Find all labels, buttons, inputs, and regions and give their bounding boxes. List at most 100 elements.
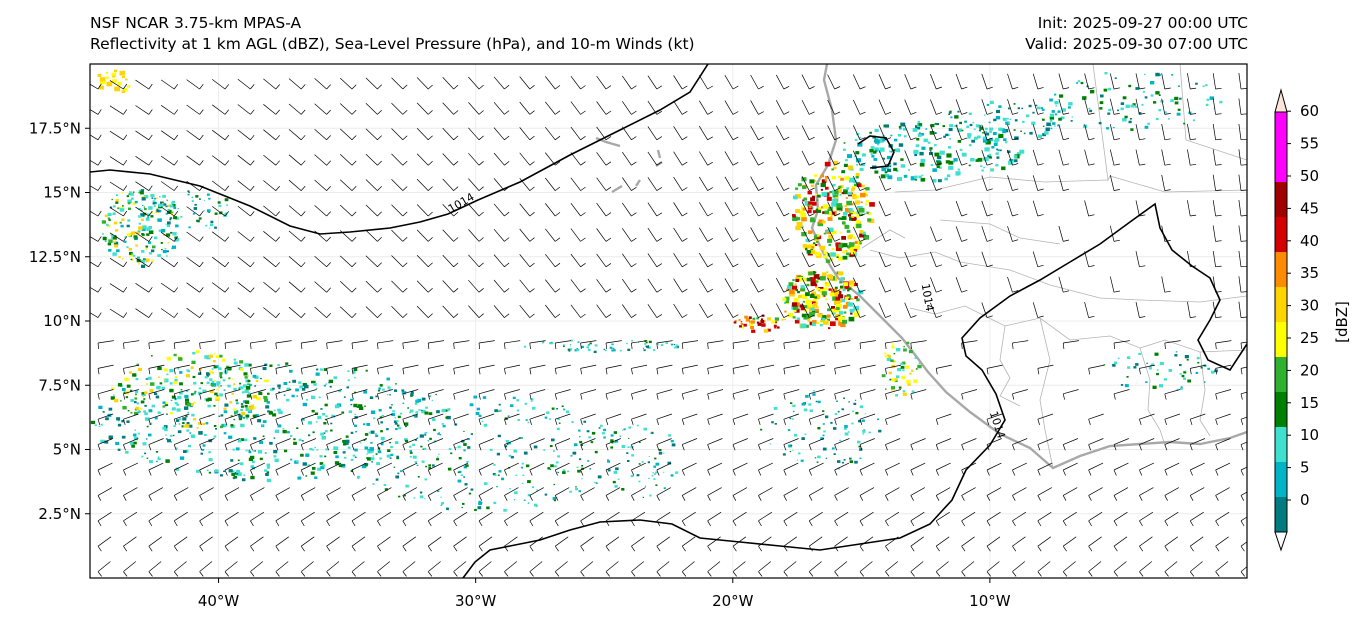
isobar-label: 1014 — [919, 282, 937, 312]
echo-cell — [850, 312, 853, 315]
echo-cell — [141, 392, 145, 395]
echo-cell — [206, 193, 210, 196]
echo-cell — [143, 410, 146, 413]
echo-cell — [142, 225, 147, 229]
echo-cell — [900, 122, 906, 127]
echo-cell — [442, 424, 446, 428]
echo-cell — [599, 424, 603, 427]
echo-cell — [836, 307, 840, 310]
echo-cell — [113, 221, 118, 225]
echo-cell — [134, 429, 137, 431]
echo-cell — [821, 191, 828, 197]
echo-cell — [139, 411, 141, 413]
echo-cell — [159, 382, 163, 385]
echo-cell — [208, 197, 211, 200]
echo-cell — [111, 72, 117, 77]
colorbar-tick-label: 25 — [1300, 329, 1319, 347]
echo-cell — [114, 86, 120, 92]
echo-cell — [927, 141, 931, 144]
echo-cell — [132, 191, 135, 193]
echo-cell — [207, 404, 211, 408]
echo-cell — [813, 308, 819, 313]
echo-cell — [419, 491, 423, 494]
echo-cell — [105, 417, 109, 421]
echo-cell — [887, 163, 892, 167]
echo-cell — [347, 370, 350, 372]
echo-cell — [419, 434, 424, 438]
echo-cell — [530, 398, 534, 401]
echo-cell — [968, 112, 972, 115]
echo-cell — [370, 430, 375, 434]
echo-cell — [807, 318, 811, 321]
echo-cell — [822, 423, 825, 425]
echo-cell — [848, 316, 855, 322]
echo-cell — [213, 353, 215, 355]
echo-cell — [913, 379, 918, 383]
echo-cell — [961, 152, 967, 157]
echo-cell — [1196, 356, 1200, 360]
echo-cell — [482, 396, 487, 399]
echo-cell — [354, 456, 357, 458]
echo-cell — [231, 392, 234, 395]
echo-cell — [948, 160, 954, 165]
echo-cell — [214, 469, 219, 472]
echo-cell — [895, 347, 901, 352]
echo-cell — [110, 237, 113, 239]
echo-cell — [854, 296, 858, 299]
echo-cell — [364, 446, 369, 450]
echo-cell — [850, 168, 854, 171]
echo-cell — [286, 398, 290, 402]
echo-cell — [578, 429, 581, 432]
echo-cell — [380, 421, 384, 424]
echo-cell — [370, 457, 375, 461]
echo-cell — [177, 216, 179, 218]
echo-cell — [882, 157, 885, 160]
echo-cell — [405, 439, 409, 443]
echo-cell — [210, 220, 214, 224]
echo-cell — [108, 249, 112, 252]
echo-cell — [237, 439, 242, 443]
echo-cell — [1175, 351, 1178, 353]
echo-cell — [854, 399, 857, 401]
echo-cell — [937, 159, 941, 163]
echo-cell — [874, 128, 879, 133]
echo-cell — [354, 413, 357, 415]
echo-cell — [1054, 101, 1059, 105]
echo-cell — [857, 440, 861, 444]
echo-cell — [166, 356, 172, 361]
echo-cell — [623, 428, 626, 431]
echo-cell — [412, 455, 417, 459]
echo-cell — [887, 355, 891, 358]
echo-cell — [254, 385, 257, 387]
echo-cell — [855, 175, 859, 179]
echo-cell — [589, 468, 592, 470]
echo-cell — [834, 290, 839, 295]
echo-cell — [813, 242, 816, 245]
echo-cell — [894, 379, 898, 383]
echo-cell — [801, 216, 807, 222]
echo-cell — [228, 377, 231, 380]
echo-cell — [828, 288, 832, 291]
echo-cell — [831, 306, 835, 310]
colorbar-tick-label: 60 — [1300, 102, 1319, 120]
echo-cell — [614, 485, 618, 488]
echo-cell — [158, 210, 162, 213]
echo-cell — [895, 375, 900, 379]
echo-cell — [380, 436, 385, 441]
echo-cell — [652, 349, 656, 351]
echo-cell — [169, 388, 174, 393]
echo-cell — [119, 208, 125, 212]
echo-cell — [98, 425, 101, 428]
echo-cell — [136, 402, 140, 405]
echo-cell — [154, 417, 158, 420]
echo-cell — [99, 85, 104, 90]
echo-cell — [239, 386, 244, 390]
echo-cell — [553, 499, 556, 502]
echo-cell — [464, 483, 468, 486]
echo-cell — [869, 149, 874, 153]
colorbar-segment — [1275, 392, 1287, 427]
echo-cell — [400, 470, 403, 473]
echo-cell — [311, 448, 315, 451]
echo-cell — [1041, 108, 1045, 111]
echo-cell — [493, 501, 497, 505]
